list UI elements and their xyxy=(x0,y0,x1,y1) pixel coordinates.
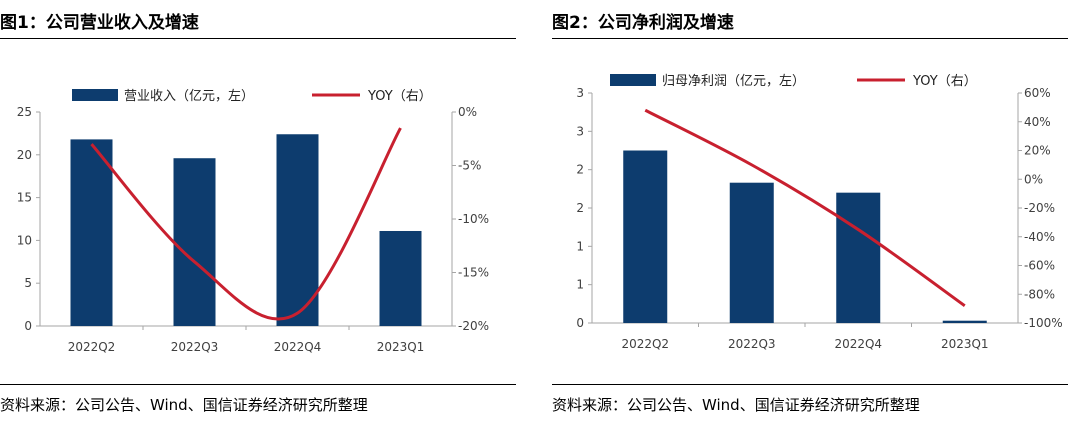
bar-2022Q3 xyxy=(729,182,774,323)
left-tick-label: 5 xyxy=(24,276,32,290)
figure-title: 图2：公司净利润及增速 xyxy=(552,13,734,33)
revenue-chart: 0 5 10 15 20 25 -20% -15% -10% -5% 0% 2022Q2 2022Q3 2… xyxy=(17,89,489,354)
title-divider xyxy=(552,38,1068,39)
right-tick-label: -15% xyxy=(458,266,489,280)
bar-2022Q4 xyxy=(276,134,319,326)
legend-bar-label: 营业收入（亿元，左） xyxy=(124,89,254,104)
source-note: 资料来源：公司公告、Wind、国信证券经济研究所整理 xyxy=(552,396,920,414)
x-tick-label: 2022Q2 xyxy=(621,337,669,351)
left-tick-label: 20 xyxy=(17,148,32,162)
left-tick-label: 10 xyxy=(17,233,32,247)
bar-2022Q2 xyxy=(623,150,668,323)
bar-2022Q3 xyxy=(173,158,216,326)
profit-chart: 0 1 1 2 2 3 3 -100% -80% -60% -40% -20% 0% 20% 40% 60% 2… xyxy=(576,74,1063,351)
legend-bar-swatch xyxy=(610,74,656,86)
right-tick-label: -80% xyxy=(1024,287,1055,301)
right-tick-label: 0% xyxy=(458,105,477,119)
title-divider xyxy=(0,38,516,39)
left-tick-label: 0 xyxy=(576,316,584,330)
right-tick-label: 20% xyxy=(1024,144,1051,158)
x-tick-label: 2022Q4 xyxy=(834,337,882,351)
legend-line-label: YOY（右） xyxy=(912,74,977,89)
legend-line-label: YOY（右） xyxy=(367,89,432,104)
left-tick-label: 2 xyxy=(576,201,584,215)
right-tick-label: 0% xyxy=(1024,172,1043,186)
x-tick-label: 2023Q1 xyxy=(941,337,989,351)
source-divider xyxy=(552,384,1068,385)
legend-bar-swatch xyxy=(72,89,118,101)
chart-panel-profit: 图2：公司净利润及增速 0 1 1 2 2 3 3 -100% -80% -60% -40% -20%… xyxy=(552,0,1078,424)
x-tick-label: 2022Q3 xyxy=(171,340,219,354)
left-tick-label: 2 xyxy=(576,163,584,177)
right-tick-label: -5% xyxy=(458,159,481,173)
x-tick-label: 2022Q4 xyxy=(274,340,322,354)
bar-2023Q1 xyxy=(379,230,422,326)
left-tick-label: 25 xyxy=(17,105,32,119)
legend-bar-label: 归母净利润（亿元，左） xyxy=(662,74,805,89)
bar-2022Q2 xyxy=(70,139,113,326)
left-tick-label: 1 xyxy=(576,239,584,253)
left-tick-label: 1 xyxy=(576,278,584,292)
right-tick-label: 60% xyxy=(1024,86,1051,100)
x-tick-label: 2023Q1 xyxy=(377,340,425,354)
yoy-line xyxy=(90,127,402,321)
bar-2023Q1 xyxy=(942,320,987,323)
source-divider xyxy=(0,384,516,385)
left-tick-label: 15 xyxy=(17,191,32,205)
right-tick-label: -60% xyxy=(1024,259,1055,273)
left-tick-label: 3 xyxy=(576,86,584,100)
x-tick-label: 2022Q2 xyxy=(68,340,116,354)
right-tick-label: -20% xyxy=(458,319,489,333)
right-tick-label: 40% xyxy=(1024,115,1051,129)
bar-2022Q4 xyxy=(836,192,881,323)
left-tick-label: 0 xyxy=(24,319,32,333)
chart-panel-revenue: 图1：公司营业收入及增速 0 5 10 15 20 25 -20% -15% -10% -5% 0%… xyxy=(0,0,526,424)
right-tick-label: -100% xyxy=(1024,316,1063,330)
x-tick-label: 2022Q3 xyxy=(728,337,776,351)
right-tick-label: -10% xyxy=(458,212,489,226)
right-tick-label: -40% xyxy=(1024,230,1055,244)
yoy-line xyxy=(644,108,966,307)
source-note: 资料来源：公司公告、Wind、国信证券经济研究所整理 xyxy=(0,396,368,414)
figure-title: 图1：公司营业收入及增速 xyxy=(0,13,199,33)
right-tick-label: -20% xyxy=(1024,201,1055,215)
left-tick-label: 3 xyxy=(576,124,584,138)
